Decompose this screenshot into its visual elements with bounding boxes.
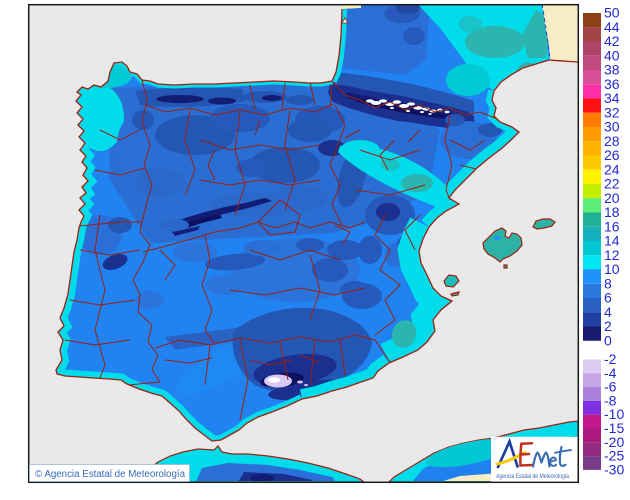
svg-text:10: 10 [604, 261, 620, 277]
svg-text:50: 50 [604, 5, 620, 21]
svg-text:28: 28 [604, 133, 620, 149]
svg-text:-20: -20 [604, 434, 624, 450]
svg-text:20: 20 [604, 190, 620, 206]
svg-text:8: 8 [604, 275, 612, 291]
svg-text:-15: -15 [604, 420, 624, 436]
svg-text:-10: -10 [604, 406, 624, 422]
svg-text:22: 22 [604, 176, 620, 192]
svg-text:42: 42 [604, 33, 620, 49]
svg-text:16: 16 [604, 218, 620, 234]
svg-text:© Agencia Estatal de Meteorolo: © Agencia Estatal de Meteorología [35, 469, 185, 480]
svg-text:-30: -30 [604, 461, 624, 477]
svg-text:4: 4 [604, 304, 612, 320]
svg-text:-25: -25 [604, 448, 624, 464]
svg-text:36: 36 [604, 76, 620, 92]
svg-text:38: 38 [604, 62, 620, 78]
svg-text:32: 32 [604, 104, 620, 120]
svg-text:44: 44 [604, 19, 620, 35]
svg-text:-8: -8 [604, 392, 617, 408]
svg-text:2: 2 [604, 318, 612, 334]
svg-text:40: 40 [604, 47, 620, 63]
svg-text:-6: -6 [604, 379, 617, 395]
svg-text:34: 34 [604, 90, 620, 106]
svg-text:26: 26 [604, 147, 620, 163]
svg-text:-4: -4 [604, 365, 617, 381]
svg-text:-2: -2 [604, 351, 617, 367]
svg-text:24: 24 [604, 161, 620, 177]
svg-text:18: 18 [604, 204, 620, 220]
svg-text:14: 14 [604, 233, 620, 249]
svg-text:Agencia Estatal de Meteorologí: Agencia Estatal de Meteorología [496, 474, 570, 480]
svg-text:6: 6 [604, 290, 612, 306]
svg-text:0: 0 [604, 332, 612, 348]
svg-text:30: 30 [604, 119, 620, 135]
svg-text:12: 12 [604, 247, 620, 263]
